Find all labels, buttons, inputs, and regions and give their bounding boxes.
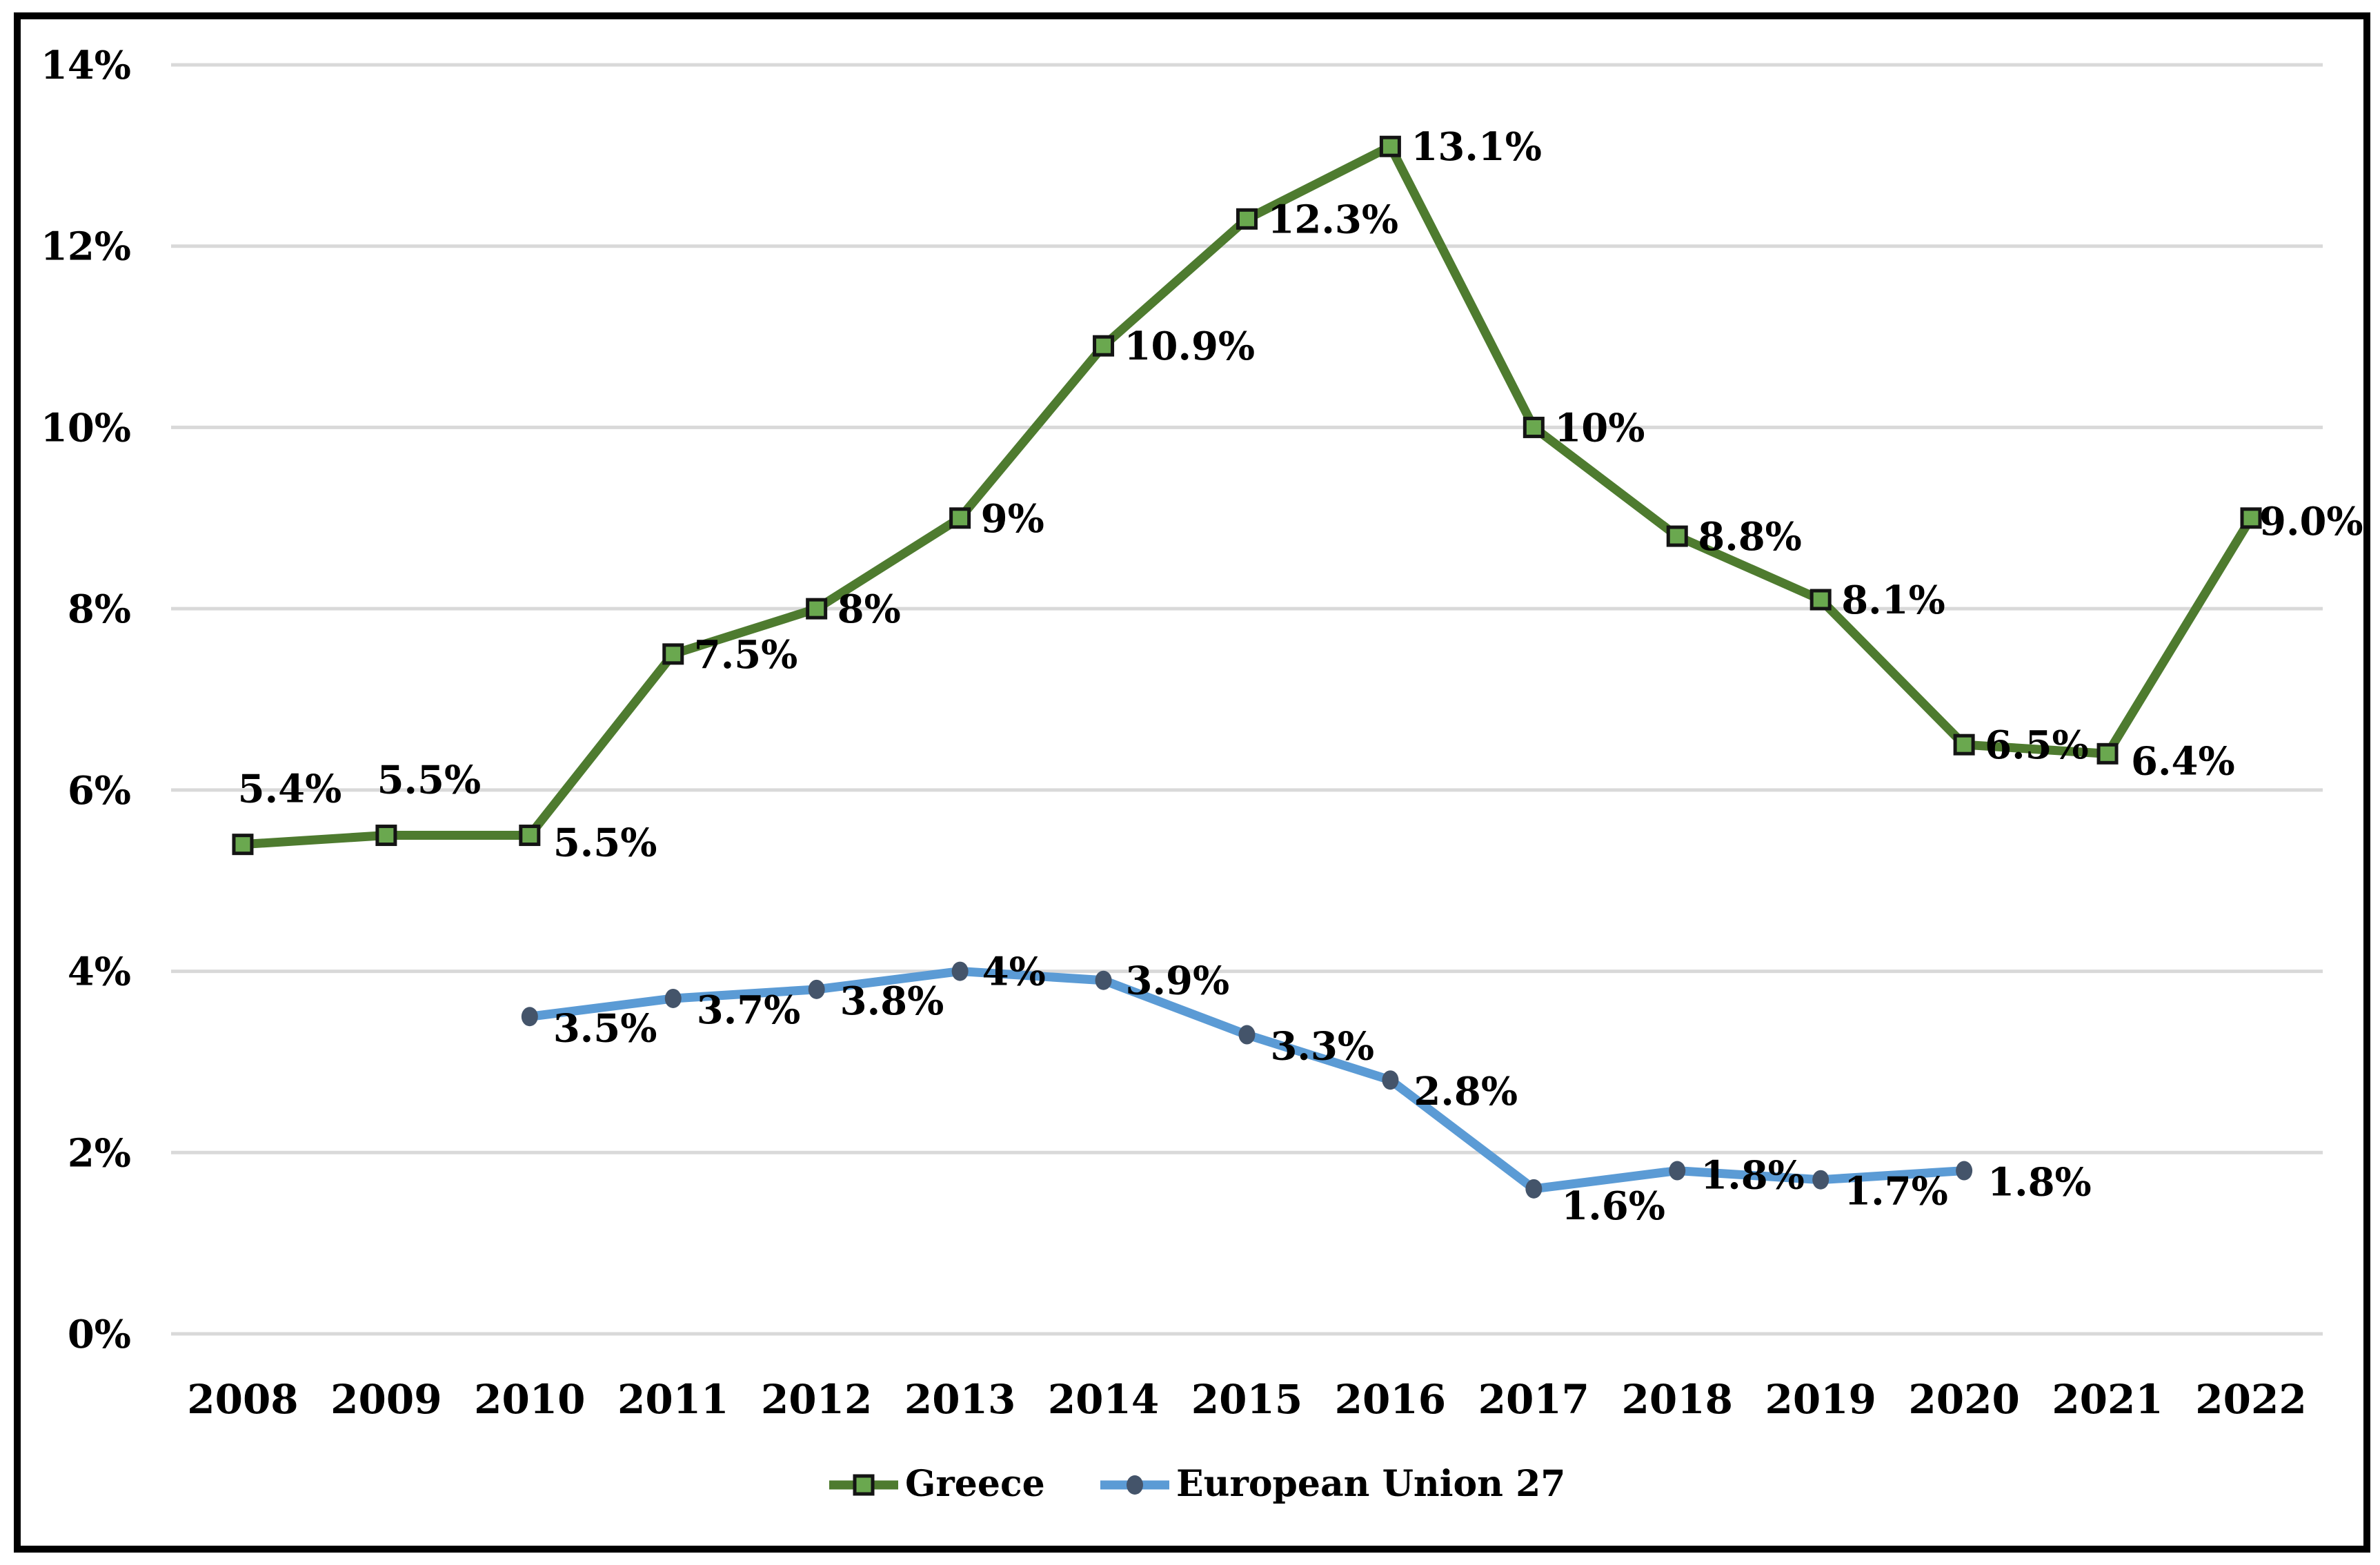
european-union-27-marker xyxy=(1095,970,1112,990)
greece-data-label: 5.4% xyxy=(238,767,342,812)
x-axis-tick-label: 2009 xyxy=(330,1376,442,1423)
greece-data-label: 5.5% xyxy=(553,820,657,866)
greece-marker xyxy=(1809,589,1832,611)
y-axis-tick-label: 0% xyxy=(68,1312,131,1357)
european-union-27-data-label: 3.9% xyxy=(1126,958,1230,1004)
greece-data-label: 7.5% xyxy=(694,632,798,678)
european-union-27-data-label: 2.8% xyxy=(1414,1069,1518,1114)
greece-data-label: 10.9% xyxy=(1124,324,1256,369)
greece-marker xyxy=(662,643,684,665)
greece-data-label: 9.0% xyxy=(2259,499,2363,544)
greece-marker xyxy=(949,507,971,529)
greece-marker xyxy=(1953,734,1975,756)
y-axis-tick-label: 10% xyxy=(41,405,131,451)
x-axis-tick-label: 2021 xyxy=(2052,1376,2163,1423)
european-union-27-marker xyxy=(1238,1025,1256,1045)
x-axis-tick-label: 2015 xyxy=(1191,1376,1302,1423)
x-axis-tick-label: 2022 xyxy=(2195,1376,2306,1423)
legend-label-greece: Greece xyxy=(905,1463,1045,1505)
greece-data-label: 8.1% xyxy=(1841,578,1945,623)
chart-frame xyxy=(14,12,2370,1553)
x-axis-tick-label: 2008 xyxy=(187,1376,298,1423)
european-union-27-marker xyxy=(1525,1179,1543,1199)
legend-swatch-marker-greece xyxy=(853,1474,875,1496)
greece-data-label: 6.4% xyxy=(2131,738,2235,784)
greece-marker xyxy=(1523,416,1545,438)
european-union-27-marker xyxy=(951,961,969,981)
european-union-27-marker xyxy=(1669,1161,1686,1181)
greece-data-label: 8.8% xyxy=(1698,514,1802,560)
european-union-27-data-label: 1.8% xyxy=(1987,1160,2092,1205)
greece-data-label: 13.1% xyxy=(1411,124,1542,170)
x-axis-tick-label: 2016 xyxy=(1335,1376,1446,1423)
european-union-27-marker xyxy=(808,979,825,999)
greece-data-label: 12.3% xyxy=(1267,197,1398,242)
y-axis-tick-label: 2% xyxy=(68,1130,131,1176)
greece-data-label: 9% xyxy=(981,496,1044,542)
european-union-27-data-label: 3.5% xyxy=(553,1005,657,1051)
european-union-27-data-label: 1.6% xyxy=(1561,1183,1665,1229)
european-union-27-marker xyxy=(1382,1070,1399,1090)
y-axis-tick-label: 14% xyxy=(41,43,131,88)
greece-marker xyxy=(1666,525,1688,547)
y-axis-tick-label: 6% xyxy=(68,768,131,814)
y-axis-tick-label: 8% xyxy=(68,587,131,632)
x-axis-tick-label: 2018 xyxy=(1622,1376,1733,1423)
x-axis-tick-label: 2014 xyxy=(1048,1376,1159,1423)
greece-marker xyxy=(519,825,541,847)
legend-swatch-marker-european-union-27 xyxy=(1127,1475,1143,1495)
y-axis-tick-label: 4% xyxy=(68,949,131,995)
european-union-27-marker xyxy=(1812,1170,1829,1190)
x-axis-tick-label: 2010 xyxy=(474,1376,585,1423)
greece-data-label: 6.5% xyxy=(1985,722,2089,768)
greece-data-label: 10% xyxy=(1554,405,1645,451)
greece-marker xyxy=(1236,208,1258,230)
y-axis-tick-label: 12% xyxy=(41,224,131,270)
european-union-27-marker xyxy=(521,1007,538,1027)
x-axis-tick-label: 2011 xyxy=(617,1376,728,1423)
european-union-27-data-label: 1.7% xyxy=(1844,1169,1948,1214)
european-union-27-data-label: 4% xyxy=(982,949,1046,995)
legend-label-european-union-27: European Union 27 xyxy=(1176,1463,1565,1505)
european-union-27-data-label: 1.8% xyxy=(1700,1153,1805,1199)
european-union-27-marker xyxy=(1956,1161,1973,1181)
greece-marker xyxy=(2096,742,2119,765)
european-union-27-marker xyxy=(664,988,682,1008)
greece-marker xyxy=(806,598,828,620)
european-union-27-data-label: 3.7% xyxy=(697,987,801,1033)
greece-marker xyxy=(2240,507,2262,529)
x-axis-tick-label: 2012 xyxy=(761,1376,872,1423)
greece-marker xyxy=(375,825,397,847)
x-axis-tick-label: 2019 xyxy=(1765,1376,1876,1423)
x-axis-tick-label: 2013 xyxy=(904,1376,1015,1423)
greece-marker xyxy=(1093,335,1115,357)
x-axis-tick-label: 2017 xyxy=(1478,1376,1589,1423)
x-axis-tick-label: 2020 xyxy=(1908,1376,2019,1423)
greece-data-label: 5.5% xyxy=(377,758,482,803)
greece-data-label: 8% xyxy=(837,587,901,632)
european-union-27-data-label: 3.3% xyxy=(1270,1024,1374,1070)
greece-marker xyxy=(1379,135,1401,157)
european-union-27-data-label: 3.8% xyxy=(840,978,944,1024)
greece-marker xyxy=(232,834,254,856)
